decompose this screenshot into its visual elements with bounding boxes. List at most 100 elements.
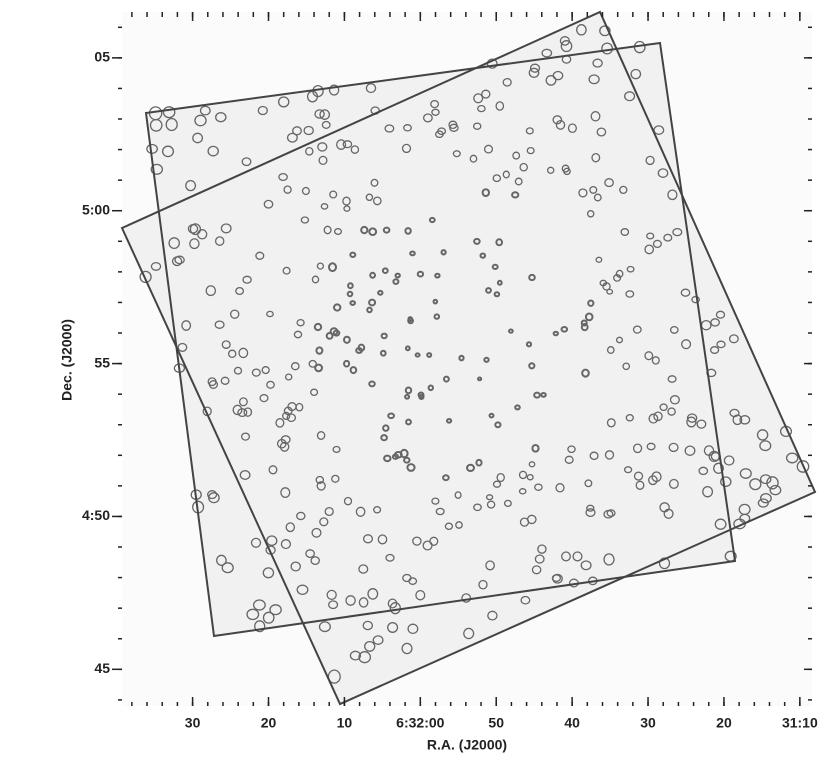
source <box>407 316 414 323</box>
source <box>463 627 475 640</box>
source <box>479 252 487 259</box>
source <box>703 445 715 456</box>
source <box>625 414 634 422</box>
source <box>181 320 192 331</box>
source <box>502 77 512 87</box>
source <box>381 267 389 275</box>
source <box>422 113 433 123</box>
source <box>414 352 421 358</box>
source <box>652 239 662 249</box>
source <box>651 471 662 483</box>
source <box>632 443 643 454</box>
source <box>165 117 178 132</box>
source <box>292 126 302 136</box>
source <box>738 503 751 516</box>
source <box>357 343 366 352</box>
source <box>194 114 207 127</box>
source <box>358 564 369 574</box>
source <box>667 407 676 416</box>
source <box>345 595 356 606</box>
source <box>408 577 418 585</box>
source <box>372 196 382 206</box>
source <box>630 68 642 80</box>
source <box>372 635 384 645</box>
source <box>329 190 338 199</box>
source <box>428 216 436 224</box>
source <box>332 445 341 453</box>
source <box>541 48 553 58</box>
source <box>317 142 328 152</box>
source <box>208 380 219 389</box>
source <box>759 440 772 452</box>
source <box>314 109 325 119</box>
source <box>559 36 571 46</box>
source <box>646 442 656 451</box>
source <box>492 174 502 183</box>
source <box>485 560 495 571</box>
source <box>472 122 482 130</box>
source <box>311 527 322 538</box>
source <box>635 480 645 490</box>
source <box>415 589 426 601</box>
source <box>321 120 331 129</box>
source <box>168 237 180 250</box>
source <box>494 421 502 429</box>
source <box>623 466 633 474</box>
source <box>316 431 326 440</box>
source <box>233 366 243 375</box>
source <box>429 536 439 546</box>
source <box>251 368 261 377</box>
source <box>325 332 334 340</box>
source <box>250 537 262 548</box>
source <box>632 325 642 334</box>
source <box>305 549 315 559</box>
source <box>343 496 353 506</box>
source <box>332 329 341 337</box>
source <box>496 472 505 483</box>
source <box>285 522 296 533</box>
x-tick-label: 50 <box>488 715 504 731</box>
source <box>367 588 379 600</box>
source <box>161 145 175 158</box>
source <box>257 105 268 116</box>
x-tick-label: 20 <box>716 715 732 731</box>
source <box>595 256 603 263</box>
source <box>477 376 483 382</box>
source <box>418 393 425 400</box>
source <box>360 225 369 235</box>
source <box>593 193 602 202</box>
source <box>586 504 595 512</box>
source <box>520 595 531 605</box>
source <box>584 479 593 488</box>
source <box>519 517 530 527</box>
source <box>567 123 577 134</box>
source <box>280 539 292 550</box>
x-axis-label: R.A. (J2000) <box>427 737 507 753</box>
source <box>342 140 353 149</box>
source <box>514 404 521 411</box>
source <box>620 228 630 236</box>
source <box>606 509 616 517</box>
source <box>215 112 227 123</box>
source <box>759 474 772 485</box>
y-tick-label: 5:00 <box>82 201 110 217</box>
source <box>174 255 185 265</box>
source <box>358 651 372 664</box>
source <box>214 236 225 246</box>
y-tick-label: 55 <box>94 354 110 370</box>
source <box>604 178 614 188</box>
source <box>578 188 588 198</box>
source <box>406 463 416 472</box>
source <box>318 155 328 166</box>
source <box>525 341 533 348</box>
field-fill <box>122 12 815 704</box>
source <box>189 238 200 250</box>
source <box>589 185 598 194</box>
source <box>478 579 488 590</box>
source <box>268 465 278 475</box>
source <box>526 146 535 155</box>
source <box>139 270 152 284</box>
source <box>216 554 227 566</box>
source <box>350 145 360 154</box>
field-outline <box>144 41 737 638</box>
